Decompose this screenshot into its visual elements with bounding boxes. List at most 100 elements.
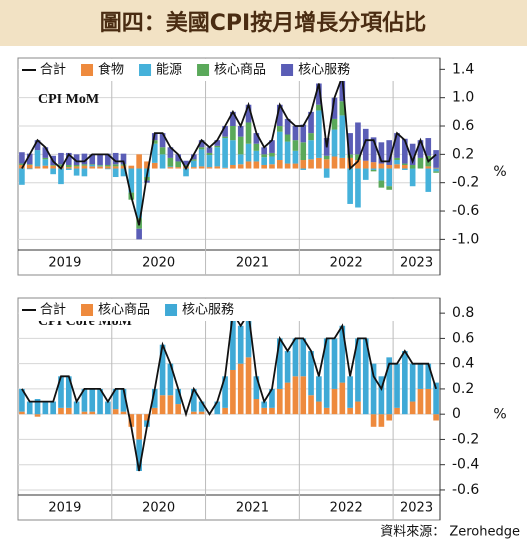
bar-segment xyxy=(316,110,322,158)
bar-segment xyxy=(276,160,283,169)
bar-segment xyxy=(183,168,189,177)
bar-segment xyxy=(276,126,283,132)
chart-subtitle: CPI MoM xyxy=(38,92,99,107)
bar-segment xyxy=(245,143,252,162)
bar-segment xyxy=(120,411,127,415)
bar-segment xyxy=(323,159,330,169)
bar-segment xyxy=(105,164,111,167)
bar-segment xyxy=(136,168,142,219)
legend-swatch xyxy=(197,64,210,76)
bar-segment xyxy=(81,164,88,166)
bar-segment xyxy=(89,411,96,415)
y-tick-label: 1.0 xyxy=(452,90,474,106)
bar-segment xyxy=(300,124,307,143)
bar-segment xyxy=(58,164,64,167)
bar-segment xyxy=(81,168,88,177)
bar-segment xyxy=(112,164,119,167)
bar-segment xyxy=(347,407,353,415)
bar-segment xyxy=(175,404,182,415)
bar-segment xyxy=(284,382,291,415)
bar-segment xyxy=(269,407,275,415)
bar-segment xyxy=(245,122,252,144)
bar-segment xyxy=(198,149,205,167)
bar-segment xyxy=(151,407,158,415)
bar-segment xyxy=(300,376,307,415)
bar-segment xyxy=(19,388,25,412)
bar-segment xyxy=(378,180,385,188)
bar-segment xyxy=(19,163,25,165)
bar-segment xyxy=(339,325,346,383)
bar-segment xyxy=(81,165,88,169)
bar-segment xyxy=(34,399,41,415)
legend-swatch xyxy=(165,304,178,316)
bar-segment xyxy=(386,164,393,169)
bar-segment xyxy=(65,168,72,170)
bar-segment xyxy=(237,363,244,415)
bar-segment xyxy=(370,168,377,170)
bar-segment xyxy=(253,376,260,400)
bar-segment xyxy=(253,143,260,151)
bar-segment xyxy=(425,168,432,192)
bar-segment xyxy=(292,338,299,377)
bar-segment xyxy=(34,150,41,167)
bar-segment xyxy=(300,142,307,161)
bar-segment xyxy=(253,399,260,415)
bar-segment xyxy=(378,414,385,427)
bar-segment xyxy=(308,133,314,141)
bar-segment xyxy=(347,168,353,204)
bar-segment xyxy=(417,363,424,389)
bar-segment xyxy=(214,401,221,415)
bar-segment xyxy=(230,111,236,127)
bar-segment xyxy=(253,150,260,162)
bar-segment xyxy=(261,401,267,408)
bar-segment xyxy=(433,414,439,421)
bar-segment xyxy=(26,164,33,169)
bar-segment xyxy=(276,104,283,127)
bar-segment xyxy=(191,411,197,415)
y-unit: % xyxy=(493,407,506,423)
bar-segment xyxy=(112,152,119,165)
bar-segment xyxy=(230,164,236,169)
bar-segment xyxy=(269,152,275,157)
bar-segment xyxy=(105,401,111,415)
legend-label: 能源 xyxy=(156,63,182,78)
bar-segment xyxy=(151,140,158,144)
bar-segment xyxy=(191,154,197,160)
bar-segment xyxy=(269,140,275,153)
bar-segment xyxy=(347,154,353,158)
bar-segment xyxy=(292,150,299,164)
bar-segment xyxy=(308,159,314,169)
bar-segment xyxy=(370,162,377,169)
x-tick-label: 2020 xyxy=(142,501,175,516)
bar-segment xyxy=(112,388,119,410)
bar-segment xyxy=(144,180,150,183)
bar-segment xyxy=(120,153,127,165)
bar-segment xyxy=(284,134,291,142)
bar-segment xyxy=(81,388,88,412)
source: 資料來源： Zerohedge xyxy=(380,525,520,540)
bar-segment xyxy=(50,164,56,166)
plot-frame xyxy=(17,57,441,276)
page-title: 圖四：美國CPI按月增長分項佔比 xyxy=(100,10,426,36)
bar-segment xyxy=(105,153,111,165)
bar-segment xyxy=(425,138,432,156)
bar-segment xyxy=(222,407,228,415)
bar-segment xyxy=(151,388,158,408)
legend-swatch xyxy=(81,304,94,316)
bar-segment xyxy=(73,166,80,169)
bar-segment xyxy=(50,168,56,175)
bar-segment xyxy=(136,414,142,440)
bar-segment xyxy=(42,165,49,169)
legend-swatch xyxy=(81,64,94,76)
bar-segment xyxy=(120,168,127,177)
bar-segment xyxy=(191,167,197,169)
bar-segment xyxy=(362,338,369,415)
bar-segment xyxy=(269,156,275,165)
bar-segment xyxy=(292,376,299,415)
bar-segment xyxy=(214,166,221,169)
bar-segment xyxy=(339,76,346,102)
bar-segment xyxy=(159,154,166,169)
bar-segment xyxy=(144,414,150,421)
bar-segment xyxy=(237,154,244,165)
bar-segment xyxy=(331,118,338,130)
